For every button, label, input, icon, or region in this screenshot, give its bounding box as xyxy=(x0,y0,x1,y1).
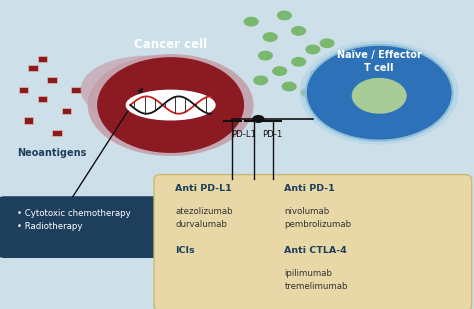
Text: ICIs: ICIs xyxy=(175,246,195,255)
Circle shape xyxy=(244,17,259,27)
Circle shape xyxy=(258,51,273,61)
Circle shape xyxy=(305,44,320,54)
Ellipse shape xyxy=(81,56,213,124)
Text: • Cytotoxic chemotherapy
• Radiotherapy: • Cytotoxic chemotherapy • Radiotherapy xyxy=(17,209,130,231)
FancyBboxPatch shape xyxy=(19,87,28,93)
Circle shape xyxy=(277,11,292,20)
Text: Anti PD-1: Anti PD-1 xyxy=(284,184,335,193)
Circle shape xyxy=(253,75,268,85)
FancyBboxPatch shape xyxy=(62,108,71,114)
Circle shape xyxy=(291,57,306,67)
FancyBboxPatch shape xyxy=(47,77,57,83)
Circle shape xyxy=(272,66,287,76)
FancyBboxPatch shape xyxy=(28,65,38,71)
Text: atezolizumab
durvalumab: atezolizumab durvalumab xyxy=(175,207,233,229)
Circle shape xyxy=(301,88,316,98)
Circle shape xyxy=(306,45,453,141)
FancyBboxPatch shape xyxy=(0,196,159,258)
Text: Cancer cell: Cancer cell xyxy=(134,38,207,51)
FancyBboxPatch shape xyxy=(24,117,33,124)
Ellipse shape xyxy=(88,54,254,156)
Ellipse shape xyxy=(126,90,216,121)
Text: PD-1: PD-1 xyxy=(263,130,283,139)
FancyBboxPatch shape xyxy=(154,175,472,309)
FancyBboxPatch shape xyxy=(71,87,81,93)
Text: Naïve / Effector
T cell: Naïve / Effector T cell xyxy=(337,50,421,73)
FancyBboxPatch shape xyxy=(38,96,47,102)
Circle shape xyxy=(352,78,407,114)
Text: ipilimumab
tremelimumab: ipilimumab tremelimumab xyxy=(284,269,348,291)
Text: Anti CTLA-4: Anti CTLA-4 xyxy=(284,246,347,255)
Circle shape xyxy=(291,26,306,36)
Text: PD-L1: PD-L1 xyxy=(231,130,257,139)
Circle shape xyxy=(300,41,459,145)
Circle shape xyxy=(263,32,278,42)
FancyBboxPatch shape xyxy=(52,130,62,136)
Circle shape xyxy=(310,69,325,79)
Text: nivolumab
pembrolizumab: nivolumab pembrolizumab xyxy=(284,207,352,229)
Circle shape xyxy=(97,57,244,153)
Circle shape xyxy=(282,82,297,91)
Text: Neoantigens: Neoantigens xyxy=(18,148,87,158)
Circle shape xyxy=(252,115,264,123)
FancyBboxPatch shape xyxy=(38,56,47,62)
Text: Anti PD-L1: Anti PD-L1 xyxy=(175,184,232,193)
Circle shape xyxy=(319,38,335,48)
